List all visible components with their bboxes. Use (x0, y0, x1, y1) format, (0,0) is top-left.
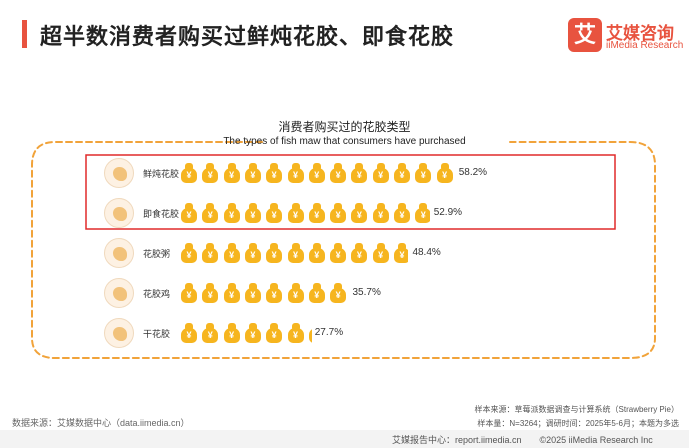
money-bag-icon: ¥ (201, 163, 219, 183)
money-bag-icon: ¥ (350, 163, 368, 183)
category-icon (104, 158, 134, 188)
money-bag-icon: ¥ (180, 203, 198, 223)
money-bag-icon: ¥ (414, 203, 430, 223)
money-bag-icon: ¥ (308, 243, 326, 263)
sample-info: 样本量：N=3264；调研时间：2025年5-6月；本题为多选 (477, 419, 679, 428)
page-title: 超半数消费者购买过鲜炖花胶、即食花胶 (40, 24, 455, 49)
value-label: 58.2% (458, 167, 488, 178)
money-bag-icon: ¥ (287, 283, 305, 303)
money-bag-icon: ¥ (265, 243, 283, 263)
money-bag-icon: ¥ (287, 203, 305, 223)
footer-bar (0, 430, 689, 448)
logo-name-en: iiMedia Research (606, 40, 684, 51)
money-bag-icon: ¥ (223, 203, 241, 223)
money-bag-icon: ¥ (201, 323, 219, 343)
money-bag-icon: ¥ (265, 283, 283, 303)
value-bar: ¥ ¥ ¥ ¥ ¥ ¥ ¥ ¥ (180, 283, 349, 303)
category-icon (104, 278, 134, 308)
value-bar: ¥¥¥¥¥¥¥ (180, 323, 312, 343)
money-bag-icon: ¥ (265, 203, 283, 223)
money-bag-icon: ¥ (329, 243, 347, 263)
money-bag-icon: ¥ (244, 203, 262, 223)
money-bag-icon: ¥ (372, 163, 390, 183)
value-label: 48.4% (412, 247, 441, 258)
value-label: 27.7% (314, 327, 344, 338)
money-bag-icon: ¥ (201, 203, 219, 223)
money-bag-icon: ¥ (287, 163, 305, 183)
value-bar: ¥ ¥ ¥ ¥ ¥ ¥ ¥ ¥ ¥ ¥ ¥ (180, 243, 409, 263)
brand-logo: 艾 艾媒咨询 iiMedia Research (568, 18, 683, 58)
category-label: 花胶鸡 (143, 289, 171, 299)
money-bag-icon: ¥ (350, 243, 368, 263)
dashed-frame (31, 141, 656, 359)
value-bar: ¥ ¥ ¥ ¥ ¥ ¥ ¥ ¥ ¥ ¥ ¥ ¥ ¥ (180, 163, 455, 183)
value-label: 52.9% (433, 207, 463, 218)
money-bag-icon: ¥ (180, 283, 198, 303)
money-bag-icon: ¥ (244, 163, 262, 183)
money-bag-icon: ¥ (372, 243, 390, 263)
money-bag-icon: ¥ (372, 203, 390, 223)
money-bag-icon: ¥ (180, 163, 198, 183)
money-bag-icon: ¥ (287, 323, 305, 343)
money-bag-icon: ¥ (180, 243, 198, 263)
money-bag-icon: ¥ (308, 283, 326, 303)
money-bag-icon: ¥ (223, 163, 241, 183)
data-source: 数据来源：艾媒数据中心（data.iimedia.cn） (12, 418, 190, 428)
title-accent-bar (22, 20, 27, 48)
money-bag-icon: ¥ (265, 323, 283, 343)
logo-mark-icon: 艾 (568, 18, 602, 52)
footer-text: 艾媒报告中心：report.iimedia.cn ©2025 iiMedia R… (392, 435, 653, 445)
money-bag-icon: ¥ (329, 203, 347, 223)
money-bag-icon: ¥ (244, 323, 262, 343)
category-icon (104, 198, 134, 228)
money-bag-icon: ¥ (393, 163, 411, 183)
money-bag-icon: ¥ (287, 243, 305, 263)
chart-title: 消费者购买过的花胶类型 (278, 120, 411, 134)
money-bag-icon: ¥ (308, 203, 326, 223)
category-label: 即食花胶 (143, 209, 180, 219)
money-bag-icon: ¥ (180, 323, 198, 343)
money-bag-icon: ¥ (223, 243, 241, 263)
logo-name-cn: 艾媒咨询 (606, 24, 674, 43)
money-bag-icon: ¥ (414, 163, 432, 183)
money-bag-icon: ¥ (201, 283, 219, 303)
money-bag-icon: ¥ (308, 163, 326, 183)
chart-subtitle: The types of fish maw that consumers hav… (223, 136, 466, 147)
money-bag-icon: ¥ (436, 163, 454, 183)
value-bar: ¥ ¥ ¥ ¥ ¥ ¥ ¥ ¥ ¥ ¥ ¥ ¥ (180, 203, 430, 223)
money-bag-icon: ¥ (201, 243, 219, 263)
value-label: 35.7% (352, 287, 381, 298)
money-bag-icon: ¥ (329, 163, 347, 183)
category-label: 干花胶 (143, 329, 171, 339)
category-icon (104, 318, 134, 348)
category-label: 花胶粥 (143, 249, 171, 259)
money-bag-icon: ¥ (244, 243, 262, 263)
money-bag-icon: ¥ (350, 203, 368, 223)
money-bag-icon: ¥ (393, 203, 411, 223)
highlight-box (85, 154, 616, 230)
money-bag-icon: ¥ (223, 323, 241, 343)
money-bag-icon: ¥ (223, 283, 241, 303)
money-bag-icon: ¥ (329, 283, 347, 303)
sample-source: 样本来源：草莓派数据调查与计算系统（Strawberry Pie） (474, 405, 679, 414)
money-bag-icon: ¥ (308, 323, 312, 343)
money-bag-icon: ¥ (393, 243, 409, 263)
category-icon (104, 238, 134, 268)
money-bag-icon: ¥ (244, 283, 262, 303)
category-label: 鲜炖花胶 (143, 169, 180, 179)
money-bag-icon: ¥ (265, 163, 283, 183)
